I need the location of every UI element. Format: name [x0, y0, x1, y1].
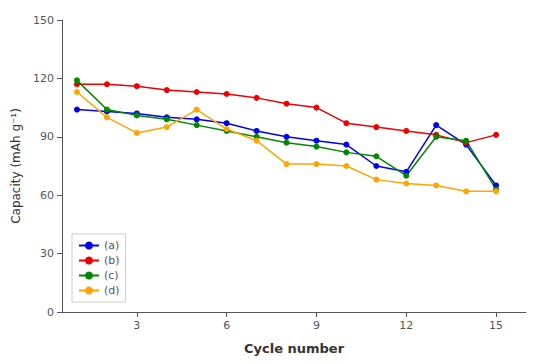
svg-text:120: 120	[33, 72, 54, 85]
svg-text:0: 0	[47, 306, 54, 319]
svg-text:(b): (b)	[104, 254, 120, 267]
svg-text:(c): (c)	[104, 269, 119, 282]
svg-text:150: 150	[33, 14, 54, 27]
svg-text:(d): (d)	[104, 284, 120, 297]
svg-text:60: 60	[40, 189, 54, 202]
svg-text:9: 9	[313, 319, 320, 332]
svg-text:6: 6	[223, 319, 230, 332]
svg-text:12: 12	[399, 319, 413, 332]
svg-text:90: 90	[40, 130, 54, 143]
svg-text:3: 3	[133, 319, 140, 332]
svg-text:Cycle number: Cycle number	[244, 341, 345, 356]
svg-text:Capacity (mAh g⁻¹): Capacity (mAh g⁻¹)	[9, 108, 23, 224]
svg-text:(a): (a)	[104, 239, 119, 252]
svg-text:30: 30	[40, 247, 54, 260]
svg-text:15: 15	[489, 319, 503, 332]
